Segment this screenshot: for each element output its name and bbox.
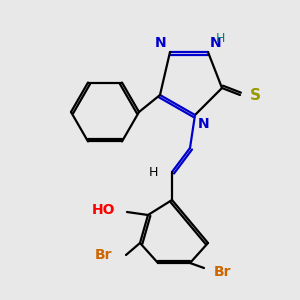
Text: H: H bbox=[215, 32, 225, 44]
Text: H: H bbox=[148, 167, 158, 179]
Text: Br: Br bbox=[214, 265, 232, 279]
Text: Br: Br bbox=[94, 248, 112, 262]
Text: N: N bbox=[154, 36, 166, 50]
Text: N: N bbox=[210, 36, 222, 50]
Text: N: N bbox=[198, 117, 210, 131]
Text: HO: HO bbox=[92, 203, 115, 217]
Text: S: S bbox=[250, 88, 261, 103]
